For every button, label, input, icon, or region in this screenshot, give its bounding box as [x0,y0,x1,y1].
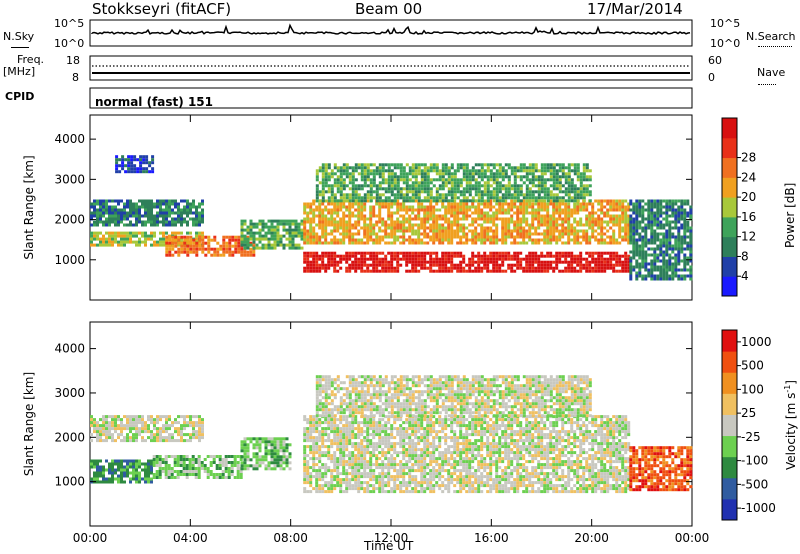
power-panel: 1000 2000 3000 4000 Slant Range [km] 4 8 12 16 20… [22,114,756,301]
data-region-2 [152,455,243,479]
x-tick-label: 00:00 [73,531,108,545]
cpid-panel [89,87,693,109]
colorbar-tick-label: 500 [741,359,764,373]
x-tick-label: 20:00 [574,531,609,545]
nsearch-label: N.Search [746,30,796,43]
freq-panel [89,55,693,81]
nsky-trace [91,23,691,35]
colorbar-tick-label: 20 [741,190,756,204]
colorbar-tick-label: 4 [741,269,749,283]
data-region-5 [303,251,631,273]
data-region-3 [165,235,256,257]
data-region-6 [629,446,693,492]
cpid-text: normal (fast) 151 [95,95,213,109]
velocity-panel: 1000 2000 3000 4000 Slant Range [km] 00:00 04:… [22,321,776,545]
colorbar-tick-label: 12 [741,230,756,244]
colorbar-tick-label: -100 [741,454,768,468]
colorbar-swatch [722,435,737,458]
noise-top-right: 10^5 [710,17,741,30]
date-title: 17/Mar/2014 [587,0,683,18]
x-tick-label: 12:00 [374,531,409,545]
x-tick-label: 04:00 [173,531,208,545]
colorbar-swatch [722,351,737,373]
colorbar-tick-label: -1000 [741,501,776,515]
colorbar-swatch [722,197,737,218]
colorbar-tick-label: 16 [741,210,756,224]
data-region-1 [90,199,204,227]
colorbar-swatch [722,137,737,159]
y-tick-label: 2000 [54,430,85,444]
nsky-legend-line [11,47,29,48]
nave-tick-0: 0 [708,71,715,84]
colorbar-swatch [722,414,737,437]
nsky-label: N.Sky [3,30,35,43]
colorbar-swatch [722,477,737,500]
nave-label: Nave [757,66,786,79]
colorbar-tick-label: 8 [741,249,749,263]
colorbar-tick-label: 100 [741,382,764,396]
x-tick-label: 00:00 [675,531,710,545]
colorbar-swatch [722,330,737,352]
y-tick-label: 1000 [54,253,85,267]
beam-title: Beam 00 [355,0,423,18]
data-region-6 [303,199,631,245]
colorbar-swatch [722,372,737,394]
colorbar-swatch [722,236,737,257]
colorbar-tick-label: -500 [741,477,768,491]
y-axis-label: Slant Range [km] [22,372,36,476]
y-tick-label: 4000 [54,342,85,356]
colorbar-tick-label: 28 [741,151,756,165]
colorbar: 1000 500 100 25 -25 -100 -500 -1000 [721,329,776,521]
data-region-0 [90,415,204,443]
y-axis-label: Slant Range [km] [22,155,36,259]
colorbar-swatch [722,216,737,238]
y-tick-label: 3000 [54,172,85,186]
colorbar-frame [721,117,738,297]
data-region-4 [240,219,304,250]
freq-tick-18: 18 [66,54,80,67]
y-tick-label: 4000 [54,132,85,146]
y-tick-label: 1000 [54,475,85,489]
colorbar-swatch [722,393,737,415]
colorbar-swatch [722,276,737,297]
data-region-8 [629,199,693,281]
colorbar-tick-label: 24 [741,170,756,184]
data-region-2 [115,155,155,174]
x-tick-label: 16:00 [474,531,509,545]
freq-tick-8: 8 [72,71,79,84]
xaxis-label: Time UT [364,539,414,553]
nave-tick-60: 60 [708,54,722,67]
colorbar: 4 8 12 16 20 24 28 [721,117,756,297]
noise-panel [89,19,693,47]
noise-bottom-left: 10^0 [54,37,85,50]
colorbar-swatch [722,456,737,479]
noise-bottom-right: 10^0 [710,37,741,50]
freq-unit-label: [MHz] [3,65,36,78]
noise-top-left: 10^5 [54,17,85,30]
y-tick-label: 3000 [54,386,85,400]
colorbar-frame [721,329,738,521]
colorbar-swatch [722,118,737,139]
cpid-label: CPID [5,90,35,103]
colorbar-swatch [722,157,737,178]
colorbar-tick-label: 25 [741,406,756,420]
nave-legend-line [758,84,776,85]
data-region-7 [315,163,592,203]
colorbar-tick-label: -25 [741,430,761,444]
colorbar-swatch [722,177,737,198]
colorbar-tick-label: 1000 [741,335,772,349]
colorbar-swatch [722,256,737,277]
freq-label: Freq. [17,53,45,66]
nsearch-legend-line [758,46,792,47]
data-region-5 [315,375,592,418]
data-region-1 [90,459,153,484]
x-tick-label: 08:00 [273,531,308,545]
colorbar-swatch [722,498,737,521]
y-tick-label: 2000 [54,213,85,227]
station-title: Stokkseyri (fitACF) [92,0,232,18]
data-region-3 [240,437,292,471]
